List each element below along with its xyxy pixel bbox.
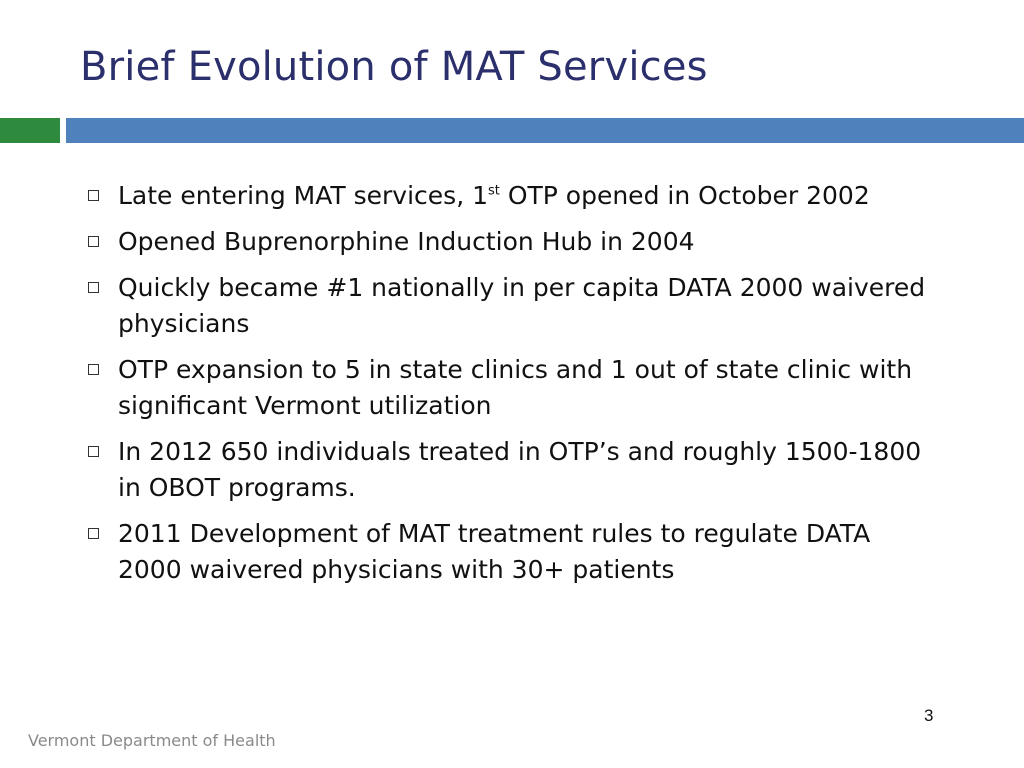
- bullet-item: Opened Buprenorphine Induction Hub in 20…: [88, 224, 928, 260]
- footer-organization: Vermont Department of Health: [28, 731, 276, 750]
- title-accent-green-bar: [0, 118, 60, 143]
- hollow-square-bullet-icon: [88, 190, 99, 201]
- bullet-item: Quickly became #1 nationally in per capi…: [88, 270, 928, 342]
- bullet-item: OTP expansion to 5 in state clinics and …: [88, 352, 928, 424]
- bullet-text: Late entering MAT services, 1st OTP open…: [118, 181, 870, 210]
- bullet-item: In 2012 650 individuals treated in OTP’s…: [88, 434, 928, 506]
- hollow-square-bullet-icon: [88, 528, 99, 539]
- bullet-text: OTP expansion to 5 in state clinics and …: [118, 355, 913, 420]
- superscript-text: st: [488, 183, 500, 199]
- bullet-item: Late entering MAT services, 1st OTP open…: [88, 178, 928, 214]
- hollow-square-bullet-icon: [88, 446, 99, 457]
- slide-title: Brief Evolution of MAT Services: [80, 44, 708, 90]
- hollow-square-bullet-icon: [88, 282, 99, 293]
- hollow-square-bullet-icon: [88, 364, 99, 375]
- bullet-text: 2011 Development of MAT treatment rules …: [118, 519, 871, 584]
- bullet-text: Opened Buprenorphine Induction Hub in 20…: [118, 227, 695, 256]
- bullet-list: Late entering MAT services, 1st OTP open…: [88, 178, 928, 598]
- title-accent-blue-bar: [66, 118, 1024, 143]
- bullet-item: 2011 Development of MAT treatment rules …: [88, 516, 928, 588]
- page-number: 3: [924, 706, 934, 725]
- bullet-text: Quickly became #1 nationally in per capi…: [118, 273, 926, 338]
- hollow-square-bullet-icon: [88, 236, 99, 247]
- bullet-text: In 2012 650 individuals treated in OTP’s…: [118, 437, 922, 502]
